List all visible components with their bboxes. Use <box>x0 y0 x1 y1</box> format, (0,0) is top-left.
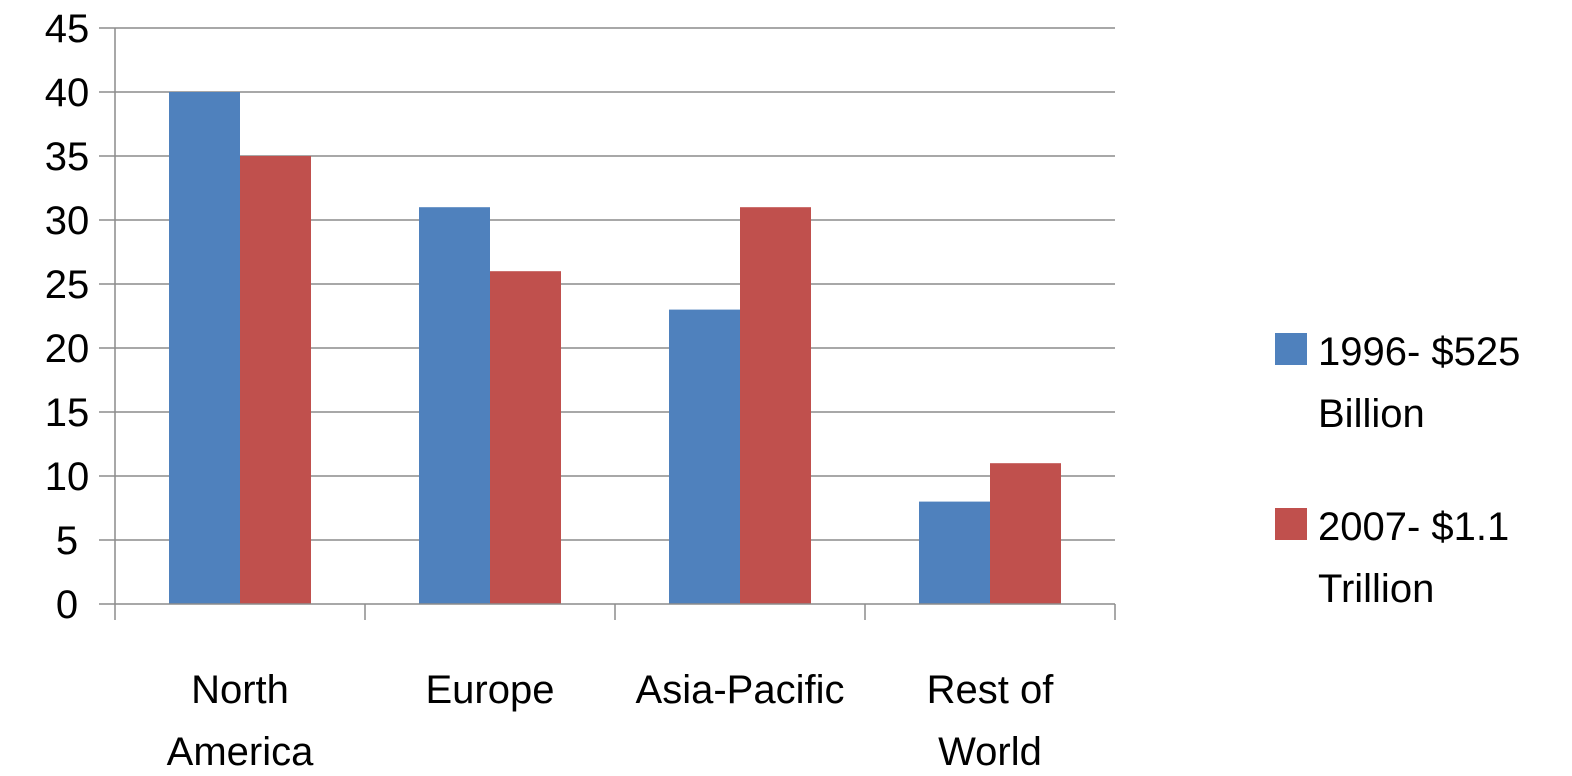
x-axis-category-label: Asia-Pacific <box>636 668 845 712</box>
y-axis-tick-label: 40 <box>45 71 90 115</box>
category-label-line: North <box>191 668 289 712</box>
legend-swatch <box>1275 508 1307 540</box>
category-label-line: Asia-Pacific <box>636 668 845 712</box>
category-label-line: World <box>938 730 1042 774</box>
bar-series-0-category-0 <box>169 92 240 604</box>
legend-label-line: 2007- $1.1 <box>1318 505 1509 549</box>
bar-series-0-category-1 <box>419 207 490 604</box>
bar-series-0-category-3 <box>919 501 990 604</box>
y-axis-tick-label: 5 <box>56 519 78 563</box>
legend-label: 2007- $1.1 Trillion <box>1318 505 1509 611</box>
y-axis-tick-label: 10 <box>45 455 90 499</box>
y-axis-tick-label: 20 <box>45 327 90 371</box>
legend-swatch <box>1275 333 1307 365</box>
legend-label-line: Trillion <box>1318 567 1434 611</box>
x-axis-category-label: Europe <box>426 668 555 712</box>
bar-series-0-category-2 <box>669 309 740 604</box>
bars <box>169 92 1061 604</box>
y-axis-tick-label: 15 <box>45 391 90 435</box>
y-axis-tick-label: 35 <box>45 135 90 179</box>
y-axis-tick-labels: 0 5 10 15 20 25 30 35 40 45 <box>45 7 90 627</box>
axes <box>99 27 1116 620</box>
x-axis-category-label: North America <box>167 668 314 774</box>
legend-label-line: 1996- $525 <box>1318 330 1520 374</box>
category-label-line: America <box>167 730 314 774</box>
category-label-line: Europe <box>426 668 555 712</box>
y-axis-tick-label: 25 <box>45 263 90 307</box>
bar-series-1-category-3 <box>990 463 1061 604</box>
legend: 1996- $525 Billion 2007- $1.1 Trillion <box>1275 330 1520 611</box>
y-axis-tick-label: 0 <box>56 583 78 627</box>
x-axis-category-labels: North America Europe Asia-Pacific Rest of Wor… <box>167 668 1055 774</box>
x-axis-category-label: Rest of World <box>927 668 1055 774</box>
y-axis-tick-label: 45 <box>45 7 90 51</box>
legend-label: 1996- $525 Billion <box>1318 330 1520 436</box>
bar-series-1-category-0 <box>240 156 311 604</box>
legend-label-line: Billion <box>1318 392 1425 436</box>
bar-series-1-category-1 <box>490 271 561 604</box>
bar-series-1-category-2 <box>740 207 811 604</box>
y-axis-tick-label: 30 <box>45 199 90 243</box>
category-label-line: Rest of <box>927 668 1055 712</box>
